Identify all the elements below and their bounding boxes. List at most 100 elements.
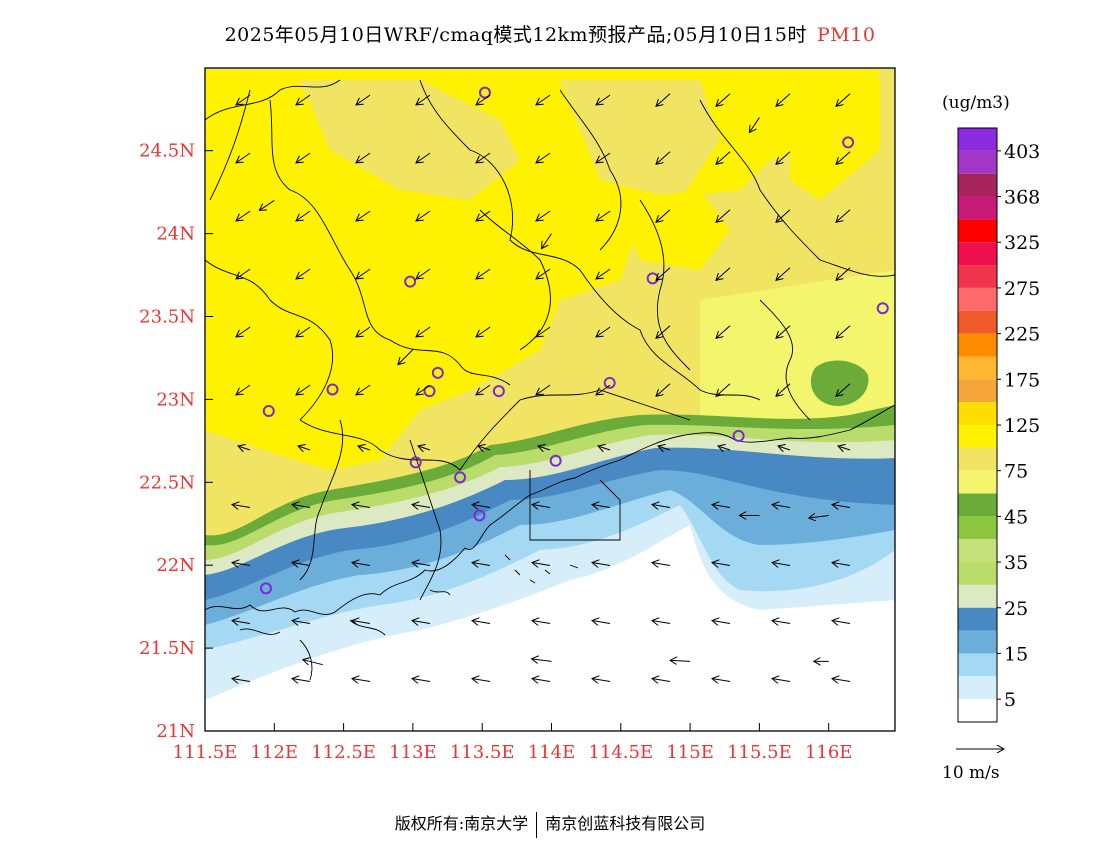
wind-arrow bbox=[656, 383, 671, 397]
legend-swatch bbox=[958, 493, 997, 517]
legend-level: 275 bbox=[1004, 278, 1040, 300]
legend-swatch bbox=[958, 196, 997, 220]
wind-arrow bbox=[652, 679, 671, 682]
wind-arrow bbox=[716, 325, 731, 339]
wind-arrow bbox=[596, 326, 611, 337]
lat-label: 22.5N bbox=[139, 472, 195, 493]
wind-arrow bbox=[836, 267, 851, 281]
wind-arrow bbox=[358, 446, 371, 450]
wind-arrow bbox=[232, 563, 251, 566]
wind-arrow bbox=[472, 621, 491, 624]
station-marker bbox=[473, 509, 486, 522]
wind-arrow bbox=[832, 621, 851, 624]
wind-arrow bbox=[652, 621, 671, 624]
wind-arrow bbox=[656, 267, 671, 281]
wind-arrow bbox=[412, 505, 431, 508]
wind-arrow bbox=[356, 210, 371, 221]
wind-arrow bbox=[772, 505, 791, 508]
copyright-footer: 版权所有:南京大学 南京创蓝科技有限公司 bbox=[0, 810, 1100, 838]
legend-swatch bbox=[958, 676, 997, 700]
wind-arrow bbox=[236, 152, 251, 163]
station-marker bbox=[409, 456, 422, 469]
wind-arrow bbox=[476, 326, 491, 337]
wind-arrow bbox=[592, 563, 611, 566]
wind-arrow bbox=[236, 326, 251, 337]
legend-swatch bbox=[958, 584, 997, 608]
wind-arrow bbox=[716, 93, 731, 107]
wind-arrow bbox=[536, 210, 551, 221]
wind-arrow bbox=[592, 505, 611, 508]
wind-arrow bbox=[712, 679, 731, 682]
wind-arrow bbox=[532, 621, 551, 624]
wind-vectors bbox=[232, 93, 851, 682]
wind-arrow bbox=[652, 563, 671, 566]
legend-swatch bbox=[958, 150, 997, 174]
wind-arrow bbox=[412, 563, 431, 566]
wind-arrow bbox=[352, 679, 371, 682]
wind-arrow bbox=[652, 505, 671, 508]
wind-arrow bbox=[352, 505, 371, 508]
wind-arrow bbox=[832, 563, 851, 566]
wind-arrow bbox=[772, 679, 791, 682]
wind-arrow bbox=[296, 268, 311, 279]
wind-arrow bbox=[298, 446, 311, 450]
lon-label: 112.5E bbox=[311, 742, 376, 763]
wind-arrow bbox=[476, 384, 491, 395]
wind-arrow bbox=[236, 384, 251, 395]
wind-arrow bbox=[596, 94, 611, 105]
wind-arrow bbox=[536, 384, 551, 395]
latitude-axis: 24.5N 24N 23.5N 23N 22.5N 22N 21.5N 21N bbox=[139, 141, 213, 742]
legend-colorbar bbox=[957, 127, 1001, 723]
wind-arrow bbox=[416, 210, 431, 221]
wind-arrow bbox=[472, 679, 491, 682]
wind-arrow bbox=[538, 446, 551, 450]
wind-arrow bbox=[778, 446, 791, 450]
wind-arrow bbox=[776, 383, 791, 397]
lat-label: 24.5N bbox=[139, 141, 195, 162]
lon-label: 113E bbox=[389, 742, 437, 763]
wind-arrow bbox=[416, 268, 431, 279]
wind-arrow bbox=[596, 268, 611, 279]
lat-label: 23N bbox=[156, 389, 195, 410]
legend-swatch bbox=[958, 562, 997, 585]
wind-arrow bbox=[416, 152, 431, 163]
wind-arrow bbox=[416, 94, 431, 105]
legend-level: 325 bbox=[1004, 232, 1040, 254]
wind-arrow bbox=[418, 446, 431, 450]
wind-arrow bbox=[596, 152, 611, 163]
wind-arrow bbox=[712, 505, 731, 508]
wind-arrow bbox=[670, 660, 691, 661]
legend-swatch bbox=[958, 402, 997, 425]
wind-arrow bbox=[776, 93, 791, 107]
wind-arrow bbox=[836, 93, 851, 107]
wind-arrow bbox=[656, 93, 671, 107]
wind-arrow bbox=[658, 446, 671, 450]
wind-arrow bbox=[832, 505, 851, 508]
lon-label: 112E bbox=[251, 742, 299, 763]
legend-swatch bbox=[958, 470, 997, 494]
wind-arrow bbox=[232, 505, 251, 508]
legend-level: 403 bbox=[1004, 141, 1040, 163]
wind-arrow bbox=[532, 679, 551, 682]
wind-arrow bbox=[476, 210, 491, 221]
station-marker bbox=[454, 471, 467, 484]
wind-arrow bbox=[236, 210, 251, 221]
wind-arrow bbox=[716, 151, 731, 165]
legend-swatch bbox=[958, 607, 997, 631]
map-title: 2025年05月10日WRF/cmaq模式12km预报产品;05月10日15时 P… bbox=[0, 20, 1100, 47]
legend-level: 75 bbox=[1004, 461, 1028, 483]
lon-label: 114E bbox=[528, 742, 576, 763]
legend-swatch bbox=[958, 242, 997, 266]
wind-arrow bbox=[532, 505, 551, 508]
wind-arrow bbox=[292, 505, 311, 508]
wind-arrow bbox=[532, 563, 551, 566]
wind-arrow bbox=[592, 621, 611, 624]
lon-label: 111.5E bbox=[173, 742, 238, 763]
lat-label: 21.5N bbox=[139, 638, 195, 659]
wind-arrow bbox=[296, 384, 311, 395]
wind-arrow bbox=[303, 660, 323, 665]
wind-arrow bbox=[656, 325, 671, 339]
wind-arrow bbox=[836, 325, 851, 339]
legend-level: 35 bbox=[1004, 552, 1028, 574]
lat-label: 23.5N bbox=[139, 307, 195, 328]
